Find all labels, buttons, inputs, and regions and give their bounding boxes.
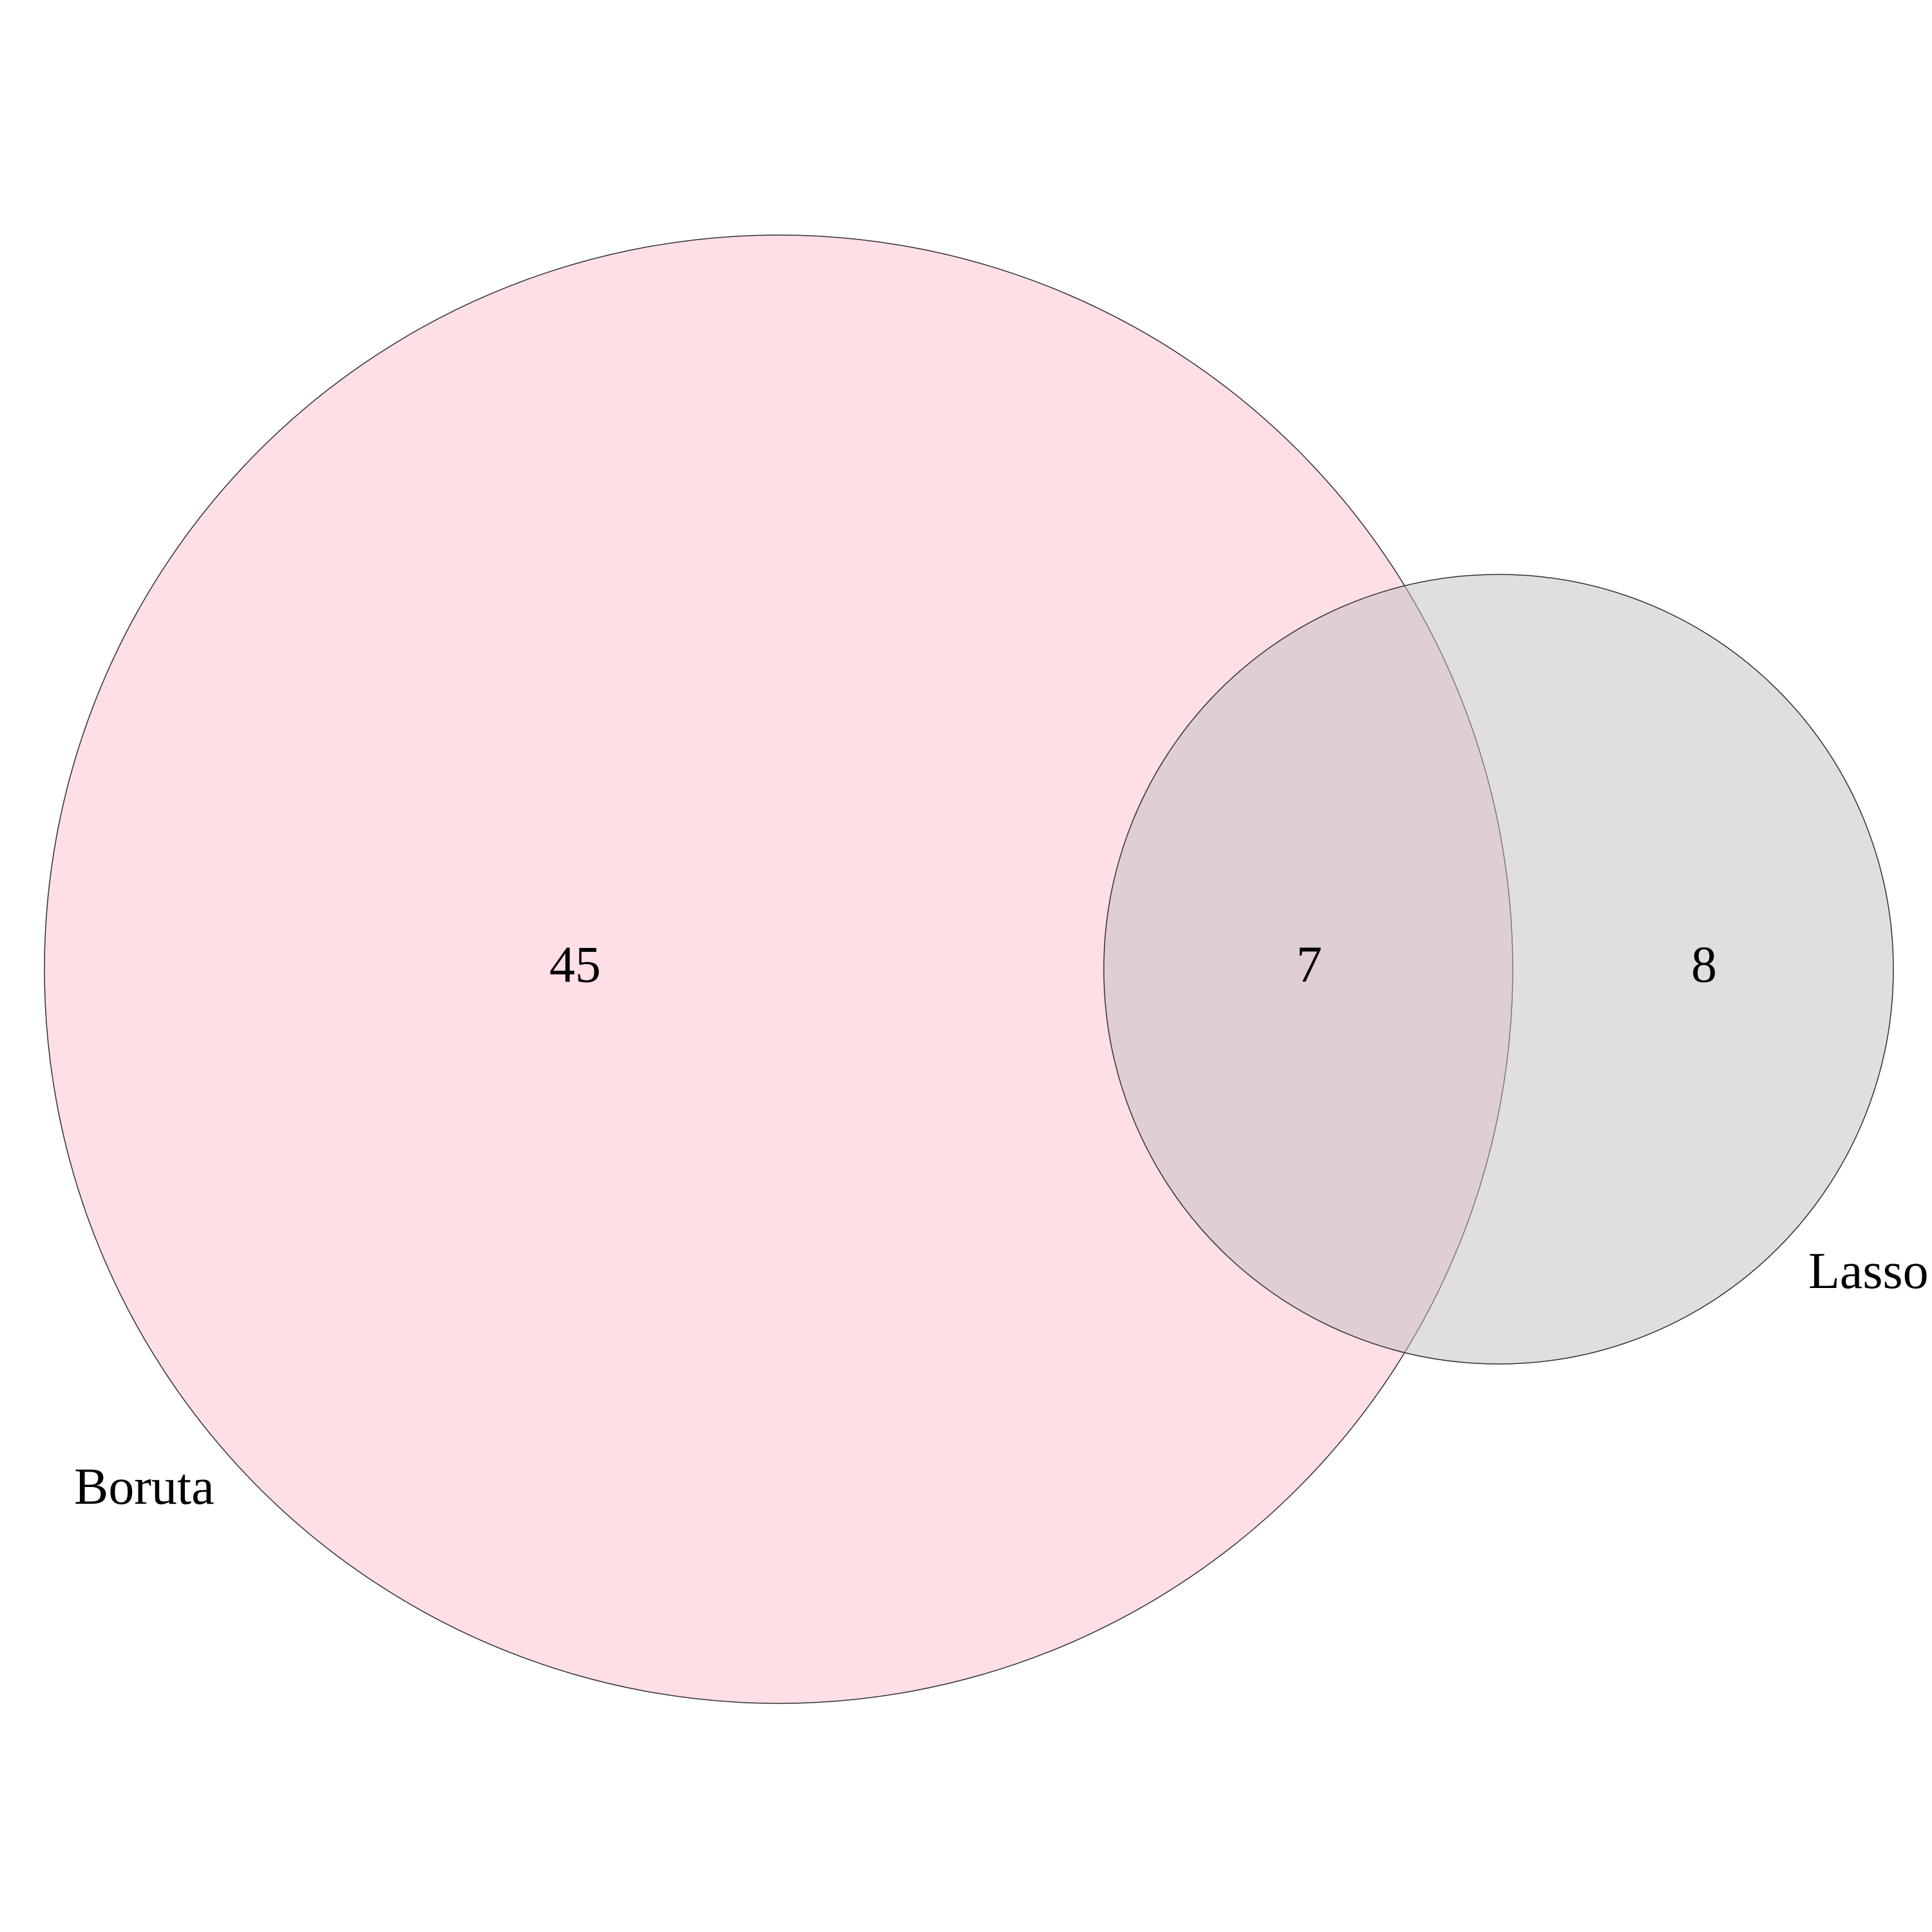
- intersection-count: 7: [1296, 936, 1322, 993]
- lasso-circle: [1103, 574, 1894, 1365]
- boruta-only-count: 45: [549, 936, 601, 993]
- lasso-set-label: Lasso: [1808, 1243, 1929, 1300]
- boruta-set-label: Boruta: [74, 1459, 214, 1515]
- lasso-only-count: 8: [1691, 936, 1717, 993]
